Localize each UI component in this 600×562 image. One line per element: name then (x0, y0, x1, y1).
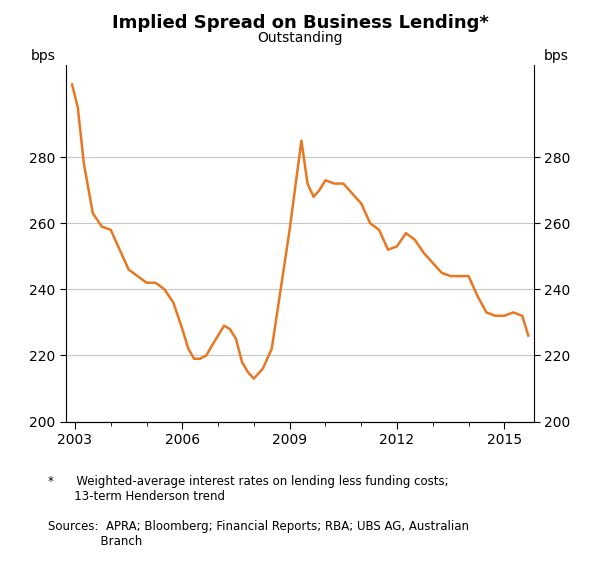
Text: *      Weighted-average interest rates on lending less funding costs;
       13-: * Weighted-average interest rates on len… (48, 475, 449, 503)
Text: bps: bps (31, 49, 56, 63)
Text: Sources:  APRA; Bloomberg; Financial Reports; RBA; UBS AG, Australian
          : Sources: APRA; Bloomberg; Financial Repo… (48, 520, 469, 548)
Text: bps: bps (544, 49, 569, 63)
Text: Implied Spread on Business Lending*: Implied Spread on Business Lending* (112, 14, 488, 32)
Text: Outstanding: Outstanding (257, 31, 343, 45)
